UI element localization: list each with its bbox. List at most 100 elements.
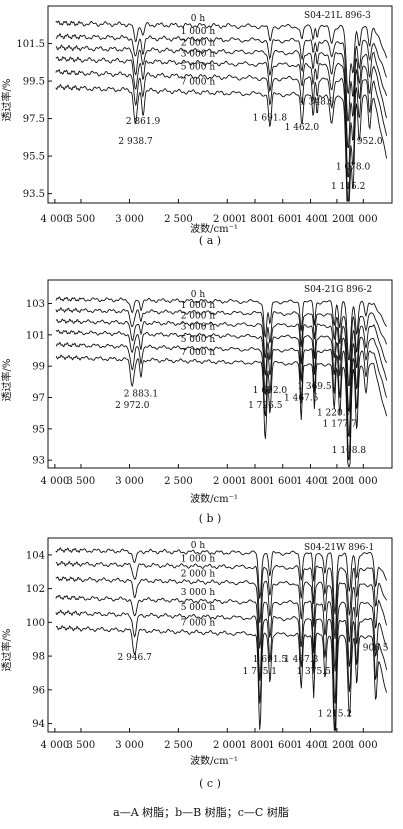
y-tick-label: 95.5 (23, 152, 45, 163)
series-line (55, 307, 388, 387)
x-tick-label: 1 000 (349, 214, 378, 225)
x-tick-label: 1 200 (323, 214, 352, 225)
series-label: 2 000 h (181, 569, 216, 579)
peak-annotation: 1 692.0 (253, 386, 288, 396)
y-tick-label: 99 (32, 362, 45, 373)
y-tick-label: 93 (32, 456, 45, 467)
x-tick-label: 1 800 (241, 740, 270, 751)
series-label: 5 000 h (181, 335, 216, 345)
series-line (55, 354, 388, 467)
y-tick-label: 103 (26, 299, 45, 310)
series-label: 0 h (191, 541, 206, 551)
y-tick-label: 94 (32, 719, 45, 730)
peak-annotation: 1 348.9 (300, 98, 335, 108)
panel-label: ( a ) (199, 234, 221, 247)
y-tick-label: 97 (32, 393, 45, 404)
x-axis-label: 波数/cm⁻¹ (190, 754, 238, 767)
series-line (55, 20, 388, 95)
series-line (55, 69, 388, 202)
series-label: 7 000 h (181, 618, 216, 628)
chart-title: S04-21W 896-1 (304, 543, 374, 553)
series-label: 3 000 h (181, 50, 216, 60)
x-tick-label: 1 600 (268, 214, 297, 225)
x-tick-label: 4 000 (41, 740, 70, 751)
y-tick-label: 98 (32, 652, 45, 663)
peak-annotation: 1 467.5 (284, 393, 319, 403)
peak-annotation: 2 938.7 (118, 137, 153, 147)
x-tick-label: 3 000 (115, 476, 144, 487)
series-line (55, 296, 387, 361)
x-tick-label: 4 000 (41, 476, 70, 487)
x-tick-label: 1 000 (349, 740, 378, 751)
series-label: 1 000 h (181, 27, 216, 37)
y-tick-label: 101 (26, 330, 45, 341)
x-tick-label: 1 400 (296, 740, 325, 751)
x-tick-label: 2 000 (213, 476, 242, 487)
peak-annotation: 1 108.8 (332, 446, 367, 456)
y-axis-label: 透过率/% (0, 629, 13, 672)
x-tick-label: 1 600 (268, 740, 297, 751)
x-tick-label: 1 200 (323, 476, 352, 487)
series-line (55, 341, 388, 461)
peak-annotation: 1 078.0 (336, 163, 371, 173)
peak-annotation: 1 726.5 (248, 401, 283, 411)
peak-annotation: 1 375.5 (296, 667, 331, 677)
series-label: 3 000 h (181, 323, 216, 333)
series-line (55, 84, 388, 202)
peak-annotation: 1 215.2 (318, 709, 352, 719)
series-label: 7 000 h (181, 78, 216, 88)
series-label: 1 000 h (181, 301, 216, 311)
series-line (55, 44, 388, 149)
peak-annotation: 1 462.0 (285, 123, 320, 133)
x-tick-label: 1 200 (323, 740, 352, 751)
series-label: 2 000 h (181, 312, 216, 322)
y-tick-label: 101.5 (16, 39, 45, 50)
peak-annotation: 952.0 (357, 137, 383, 147)
series-line (55, 625, 388, 731)
figure-caption: a—A 树脂；b—B 树脂；c—C 树脂 (113, 805, 289, 819)
y-tick-label: 102 (26, 584, 45, 595)
x-tick-label: 3 000 (115, 740, 144, 751)
peak-annotation: 1 467.3 (284, 655, 319, 665)
x-tick-label: 1 400 (296, 214, 325, 225)
series-label: 3 000 h (181, 588, 216, 598)
x-tick-label: 3 000 (115, 214, 144, 225)
y-tick-label: 97.5 (23, 114, 45, 125)
peak-annotation: 2 946.7 (118, 653, 153, 663)
x-tick-label: 1 400 (296, 476, 325, 487)
chart-title: S04-21L 896-3 (304, 11, 371, 21)
y-tick-label: 96 (32, 685, 45, 696)
y-tick-label: 100 (26, 618, 45, 629)
peak-annotation: 1 691.8 (253, 113, 288, 123)
y-axis-label: 透过率/% (0, 79, 13, 122)
x-tick-label: 3 500 (67, 740, 96, 751)
series-line (55, 594, 388, 704)
peak-annotation: 1 369.5 (297, 382, 332, 392)
x-tick-label: 4 000 (41, 214, 70, 225)
peak-annotation: 1 177.7 (323, 420, 358, 430)
series-line (55, 33, 388, 122)
peak-annotation: 2 861.9 (126, 117, 161, 127)
plot-frame (47, 537, 393, 733)
series-label: 2 000 h (181, 38, 216, 48)
x-tick-label: 2 000 (213, 740, 242, 751)
series-label: 5 000 h (181, 603, 216, 613)
series-line (55, 547, 388, 615)
x-tick-label: 3 500 (67, 214, 96, 225)
plot-frame (47, 5, 393, 204)
x-tick-label: 2 000 (213, 214, 242, 225)
peak-annotation: 1 115.2 (331, 182, 365, 192)
series-label: 0 h (191, 290, 206, 300)
x-tick-label: 1 800 (241, 476, 270, 487)
panel-label: ( c ) (199, 777, 221, 790)
series-line (55, 56, 388, 178)
x-tick-label: 1 800 (241, 214, 270, 225)
y-axis-label: 透过率/% (0, 359, 13, 402)
series-line (55, 576, 388, 672)
series-label: 0 h (191, 14, 206, 24)
x-tick-label: 1 600 (268, 476, 297, 487)
x-axis-label: 波数/cm⁻¹ (190, 222, 238, 235)
peak-annotation: 1 765.1 (243, 667, 277, 677)
